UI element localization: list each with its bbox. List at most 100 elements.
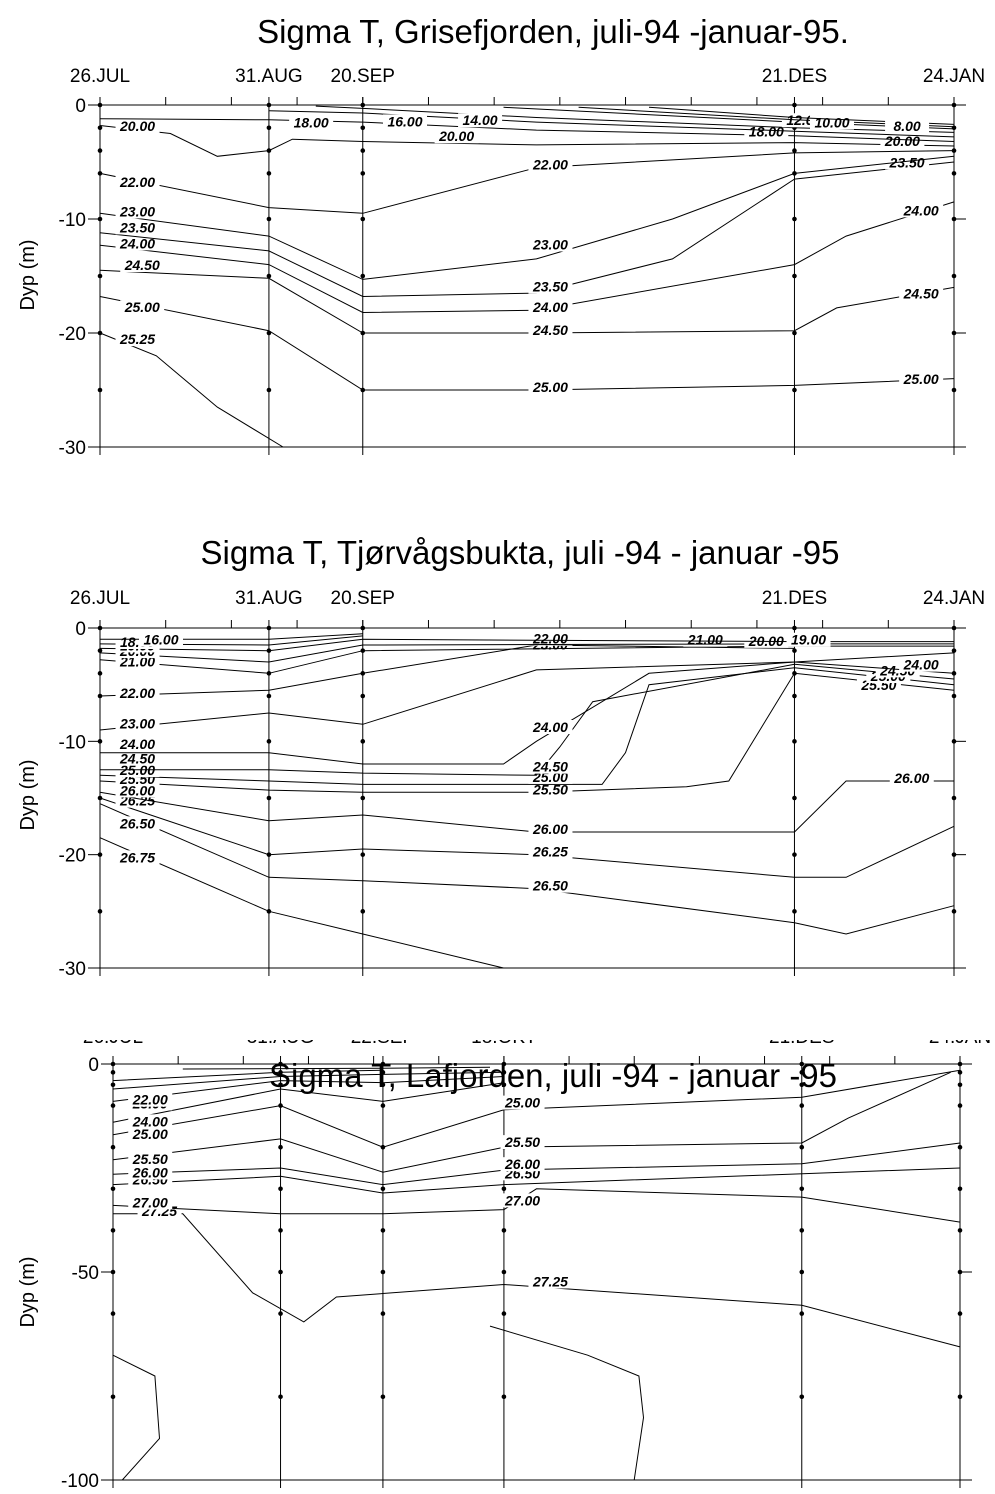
sample-point bbox=[951, 216, 957, 222]
y-axis-label: Dyp (m) bbox=[17, 1256, 39, 1327]
contour-line bbox=[99, 780, 954, 833]
sample-point bbox=[957, 1070, 963, 1075]
contour-label: 26.00 bbox=[504, 1156, 540, 1172]
y-tick-label: -10 bbox=[59, 732, 86, 753]
contour-label: 25.00 bbox=[903, 371, 939, 387]
sample-point bbox=[110, 1144, 116, 1150]
sample-point bbox=[792, 693, 797, 699]
y-axis-label: Dyp (m) bbox=[17, 239, 39, 310]
contour-line bbox=[99, 118, 955, 142]
contour-label-bg bbox=[786, 632, 831, 647]
chart-svg-1: Sigma T, Tjørvågsbukta, juli -94 - janua… bbox=[17, 534, 985, 980]
contour-label: 16.00 bbox=[387, 113, 422, 129]
sample-point bbox=[501, 1186, 507, 1192]
contour-label: 14.00 bbox=[463, 112, 498, 128]
contour-line bbox=[99, 667, 955, 785]
sample-point bbox=[360, 852, 366, 857]
sample-point bbox=[792, 387, 797, 393]
contour-label-bg bbox=[899, 203, 944, 218]
contour-label: 19.00 bbox=[791, 632, 826, 648]
contour-label: 25.00 bbox=[132, 1126, 168, 1142]
sample-point bbox=[957, 1269, 963, 1275]
y-tick-label: -30 bbox=[59, 438, 86, 459]
sample-point bbox=[266, 273, 272, 279]
sample-point bbox=[951, 671, 957, 676]
contour-label: 26.00 bbox=[893, 770, 929, 786]
contour-line bbox=[99, 150, 955, 214]
sample-point bbox=[360, 739, 366, 744]
contour-line bbox=[99, 269, 955, 334]
contour-label: 23.50 bbox=[889, 154, 925, 170]
contour-line bbox=[99, 155, 955, 280]
contour-label: 24.50 bbox=[532, 322, 568, 338]
x-date-label: 20.SEP bbox=[331, 588, 395, 609]
sample-point bbox=[110, 1228, 116, 1233]
sample-point bbox=[97, 148, 103, 153]
contour-label: 21.00 bbox=[687, 632, 723, 648]
contour-label: 22.00 bbox=[119, 174, 155, 190]
contour-label: 24.00 bbox=[132, 1113, 168, 1129]
contour-label-bg bbox=[744, 633, 789, 648]
sample-point bbox=[360, 102, 366, 108]
sample-point bbox=[792, 102, 797, 108]
x-date-label: 18.OKT bbox=[471, 1040, 537, 1048]
sample-point bbox=[951, 273, 957, 279]
sample-point bbox=[799, 1082, 805, 1088]
sample-point bbox=[380, 1228, 386, 1233]
contour-label: 22.00 bbox=[532, 157, 568, 173]
sample-point bbox=[266, 739, 272, 744]
sample-point bbox=[110, 1070, 116, 1075]
y-axis-label: Dyp (m) bbox=[17, 759, 39, 830]
contour-label: 24.50 bbox=[532, 759, 568, 775]
contour-line bbox=[112, 1071, 504, 1090]
contour-line bbox=[99, 638, 954, 652]
sample-point bbox=[957, 1144, 963, 1150]
sample-point bbox=[501, 1082, 507, 1088]
contour-label: 26.00 bbox=[132, 1164, 168, 1180]
sample-point bbox=[380, 1070, 386, 1075]
y-tick-label: 0 bbox=[75, 619, 86, 640]
sample-point bbox=[799, 1061, 805, 1067]
contour-line bbox=[99, 645, 954, 674]
contour-label: 24.00 bbox=[532, 719, 568, 735]
sample-point bbox=[792, 739, 797, 744]
contour-label-bg bbox=[139, 632, 183, 647]
sample-point bbox=[110, 1311, 116, 1316]
y-tick-label: -10 bbox=[59, 210, 86, 231]
contour-label-bg bbox=[500, 1135, 545, 1150]
sample-point bbox=[799, 1070, 805, 1075]
x-date-label: 21.DES bbox=[762, 588, 827, 609]
sample-point bbox=[380, 1082, 386, 1088]
y-tick-label: -30 bbox=[59, 959, 86, 980]
contour-label-bg bbox=[885, 118, 930, 133]
contour-label-bg bbox=[115, 174, 160, 189]
x-date-label: 21.DES bbox=[769, 1040, 834, 1048]
sample-point bbox=[97, 125, 103, 131]
y-tick-label: -100 bbox=[61, 1471, 99, 1492]
x-date-label: 31.AUG bbox=[235, 588, 303, 609]
x-date-label: 31.AUG bbox=[235, 66, 303, 87]
contour-label: 20.00 bbox=[438, 128, 474, 144]
contour-label-bg bbox=[528, 822, 573, 836]
contour-line bbox=[99, 332, 284, 448]
contour-line bbox=[100, 661, 955, 765]
sample-point bbox=[951, 693, 957, 699]
sample-point bbox=[266, 125, 272, 131]
contour-label-bg bbox=[683, 632, 728, 647]
sample-point bbox=[951, 171, 957, 176]
contour-label-bg bbox=[128, 1151, 173, 1166]
sample-point bbox=[110, 1061, 116, 1067]
contour-line bbox=[99, 125, 955, 157]
contour-line bbox=[112, 1069, 383, 1082]
sample-point bbox=[110, 1103, 116, 1108]
chart-svg-0: Sigma T, Grisefjorden, juli-94 -januar-9… bbox=[17, 13, 985, 459]
sample-point bbox=[360, 909, 366, 914]
contour-label-bg bbox=[899, 657, 944, 672]
sample-point bbox=[951, 739, 957, 744]
sample-point bbox=[266, 795, 272, 801]
contour-label: 24.00 bbox=[903, 657, 939, 673]
contour-label: 25.50 bbox=[532, 781, 568, 797]
sample-point bbox=[360, 171, 366, 176]
contour-label-bg bbox=[115, 850, 160, 865]
contour-line bbox=[112, 1082, 504, 1123]
